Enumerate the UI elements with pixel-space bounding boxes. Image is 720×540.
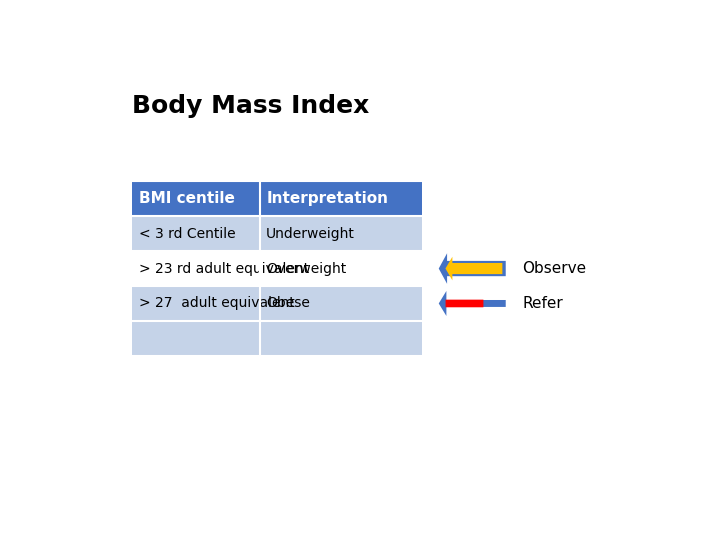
Text: > 27  adult equivalent: > 27 adult equivalent <box>138 296 294 310</box>
Bar <box>132 216 422 251</box>
Text: > 23 rd adult equivalent: > 23 rd adult equivalent <box>138 261 309 275</box>
Bar <box>132 321 422 356</box>
Text: Observe: Observe <box>523 261 587 276</box>
Text: Underweight: Underweight <box>266 227 355 241</box>
Text: BMI centile: BMI centile <box>138 191 235 206</box>
Bar <box>132 181 422 216</box>
Bar <box>132 251 422 286</box>
Text: Obese: Obese <box>266 296 310 310</box>
Text: Body Mass Index: Body Mass Index <box>132 94 369 118</box>
Text: < 3 rd Centile: < 3 rd Centile <box>138 227 235 241</box>
Text: Refer: Refer <box>523 296 563 311</box>
Text: Overweight: Overweight <box>266 261 346 275</box>
Text: Interpretation: Interpretation <box>266 191 388 206</box>
Bar <box>132 286 422 321</box>
